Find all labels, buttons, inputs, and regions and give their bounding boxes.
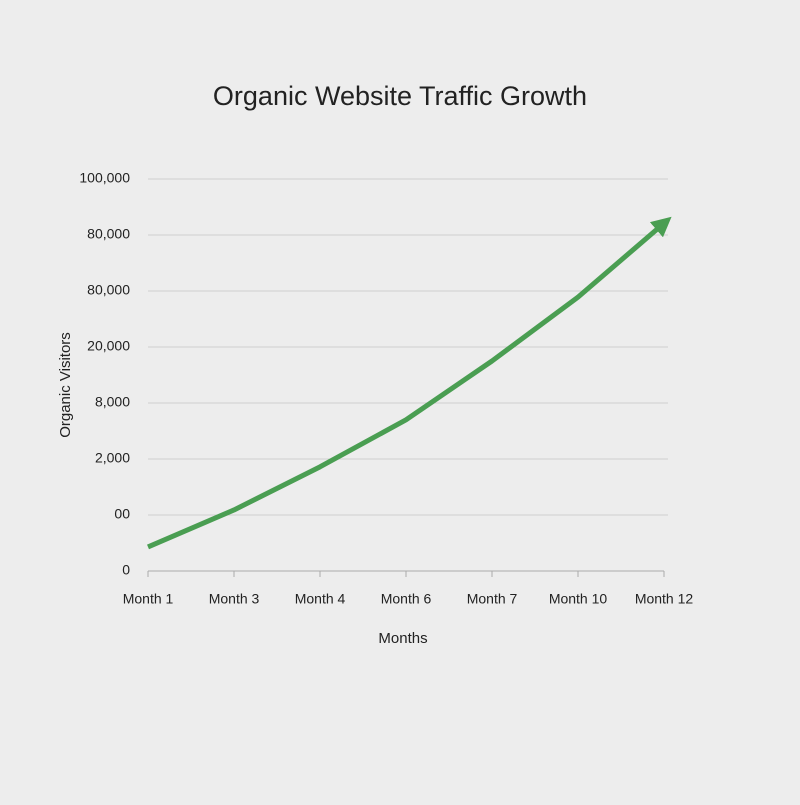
y-axis-label: Organic Visitors [57, 332, 74, 438]
y-tick-label: 100,000 [79, 170, 130, 186]
x-axis-label: Months [378, 630, 427, 647]
x-tick-label: Month 3 [209, 591, 260, 607]
x-tick-label: Month 6 [381, 591, 432, 607]
x-tick-label: Month 7 [467, 591, 518, 607]
y-tick-label: 00 [114, 506, 130, 522]
x-tick-label: Month 1 [123, 591, 174, 607]
chart-title: Organic Website Traffic Growth [213, 81, 587, 111]
y-tick-label: 8,000 [95, 394, 130, 410]
y-tick-label: 80,000 [87, 226, 130, 242]
y-tick-label: 80,000 [87, 282, 130, 298]
y-tick-label: 20,000 [87, 338, 130, 354]
x-tick-label: Month 12 [635, 591, 694, 607]
x-tick-label: Month 4 [295, 591, 346, 607]
x-tick-label: Month 10 [549, 591, 608, 607]
y-tick-label: 2,000 [95, 450, 130, 466]
y-tick-label: 0 [122, 562, 130, 578]
line-series [147, 216, 672, 550]
